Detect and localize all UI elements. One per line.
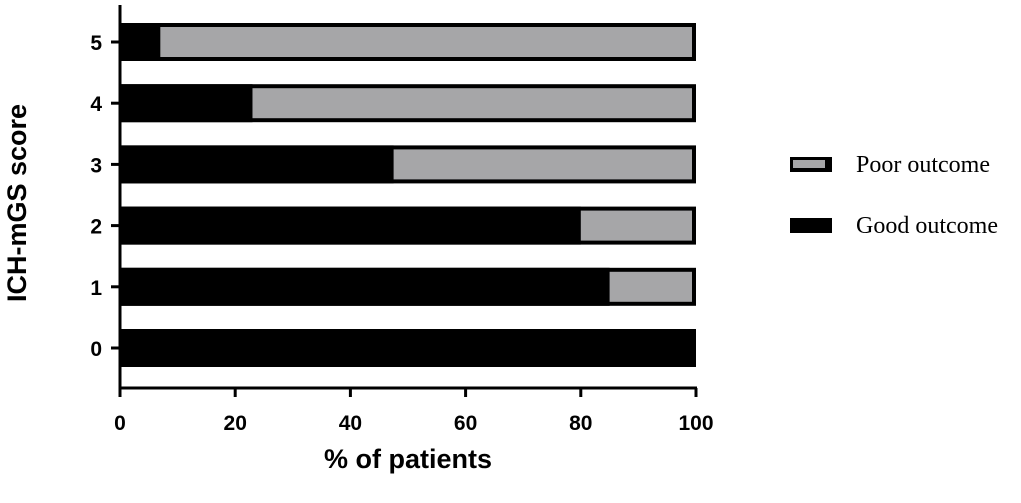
legend-swatch-poor-outcome bbox=[793, 160, 825, 168]
bar-poor-outcome-3 bbox=[393, 149, 692, 180]
y-tick-label-5: 5 bbox=[90, 32, 102, 55]
y-tick-label-4: 4 bbox=[90, 93, 102, 116]
legend-label-good-outcome: Good outcome bbox=[856, 213, 998, 239]
legend: Poor outcome Good outcome bbox=[790, 152, 998, 239]
x-tick-label-20: 20 bbox=[224, 412, 247, 435]
bar-poor-outcome-2 bbox=[580, 210, 692, 241]
y-tick-label-3: 3 bbox=[90, 154, 102, 177]
x-tick-label-40: 40 bbox=[339, 412, 362, 435]
y-tick-label-0: 0 bbox=[90, 338, 102, 361]
y-tick-label-1: 1 bbox=[90, 277, 102, 300]
x-tick-label-0: 0 bbox=[114, 412, 126, 435]
bars-layer bbox=[120, 23, 696, 367]
bar-good-outcome-3 bbox=[120, 145, 394, 184]
bar-good-outcome-4 bbox=[120, 84, 253, 123]
bar-poor-outcome-5 bbox=[160, 27, 692, 57]
bar-poor-outcome-4 bbox=[252, 88, 693, 119]
legend-label-poor-outcome: Poor outcome bbox=[856, 152, 990, 178]
legend-swatch-frame-good-outcome bbox=[790, 218, 832, 233]
x-axis-title: % of patients bbox=[324, 444, 492, 474]
x-tick-label-80: 80 bbox=[569, 412, 592, 435]
y-axis-title: ICH-mGS score bbox=[2, 104, 32, 302]
axes-layer: 0 20 40 60 80 100 0 1 2 3 4 5 bbox=[90, 5, 714, 435]
bar-good-outcome-1 bbox=[120, 267, 610, 306]
x-tick-label-60: 60 bbox=[454, 412, 477, 435]
bar-good-outcome-2 bbox=[120, 206, 581, 245]
bar-good-outcome-0 bbox=[120, 329, 696, 367]
bar-good-outcome-5 bbox=[120, 23, 161, 61]
bar-poor-outcome-1 bbox=[609, 271, 692, 302]
y-tick-label-2: 2 bbox=[90, 216, 102, 239]
x-tick-label-100: 100 bbox=[678, 412, 713, 435]
